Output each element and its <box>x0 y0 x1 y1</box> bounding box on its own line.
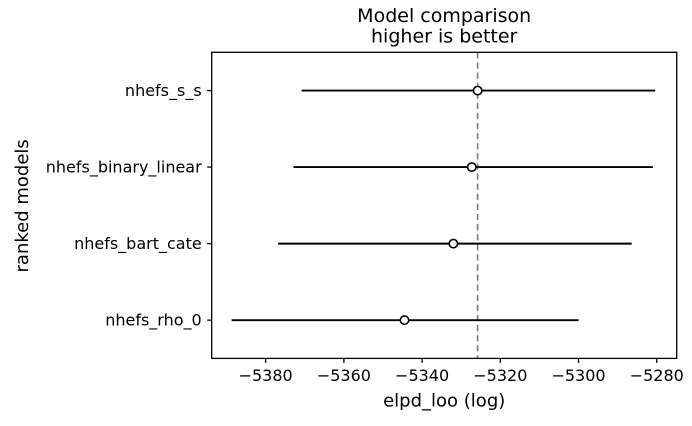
category-label: nhefs_binary_linear <box>46 158 202 178</box>
plot-border <box>211 51 678 360</box>
x-tick-label: −5380 <box>239 366 293 385</box>
chart-title: Model comparison <box>357 5 531 27</box>
chart-subtitle: higher is better <box>371 26 518 48</box>
elpd-point-marker <box>448 238 459 249</box>
x-tick-label: −5320 <box>473 366 527 385</box>
category-label: nhefs_bart_cate <box>74 234 202 254</box>
category-label: nhefs_rho_0 <box>105 311 202 331</box>
x-tick-label: −5300 <box>551 366 605 385</box>
x-tick-label: −5340 <box>395 366 449 385</box>
elpd-point-marker <box>466 162 477 173</box>
x-tick-label: −5280 <box>630 366 684 385</box>
x-axis-label: elpd_loo (log) <box>383 391 505 412</box>
category-label: nhefs_s_s <box>125 81 202 101</box>
elpd-point-marker <box>399 315 410 326</box>
elpd-point-marker <box>472 85 483 96</box>
x-tick-label: −5360 <box>317 366 371 385</box>
y-axis-label: ranked models <box>12 139 33 272</box>
